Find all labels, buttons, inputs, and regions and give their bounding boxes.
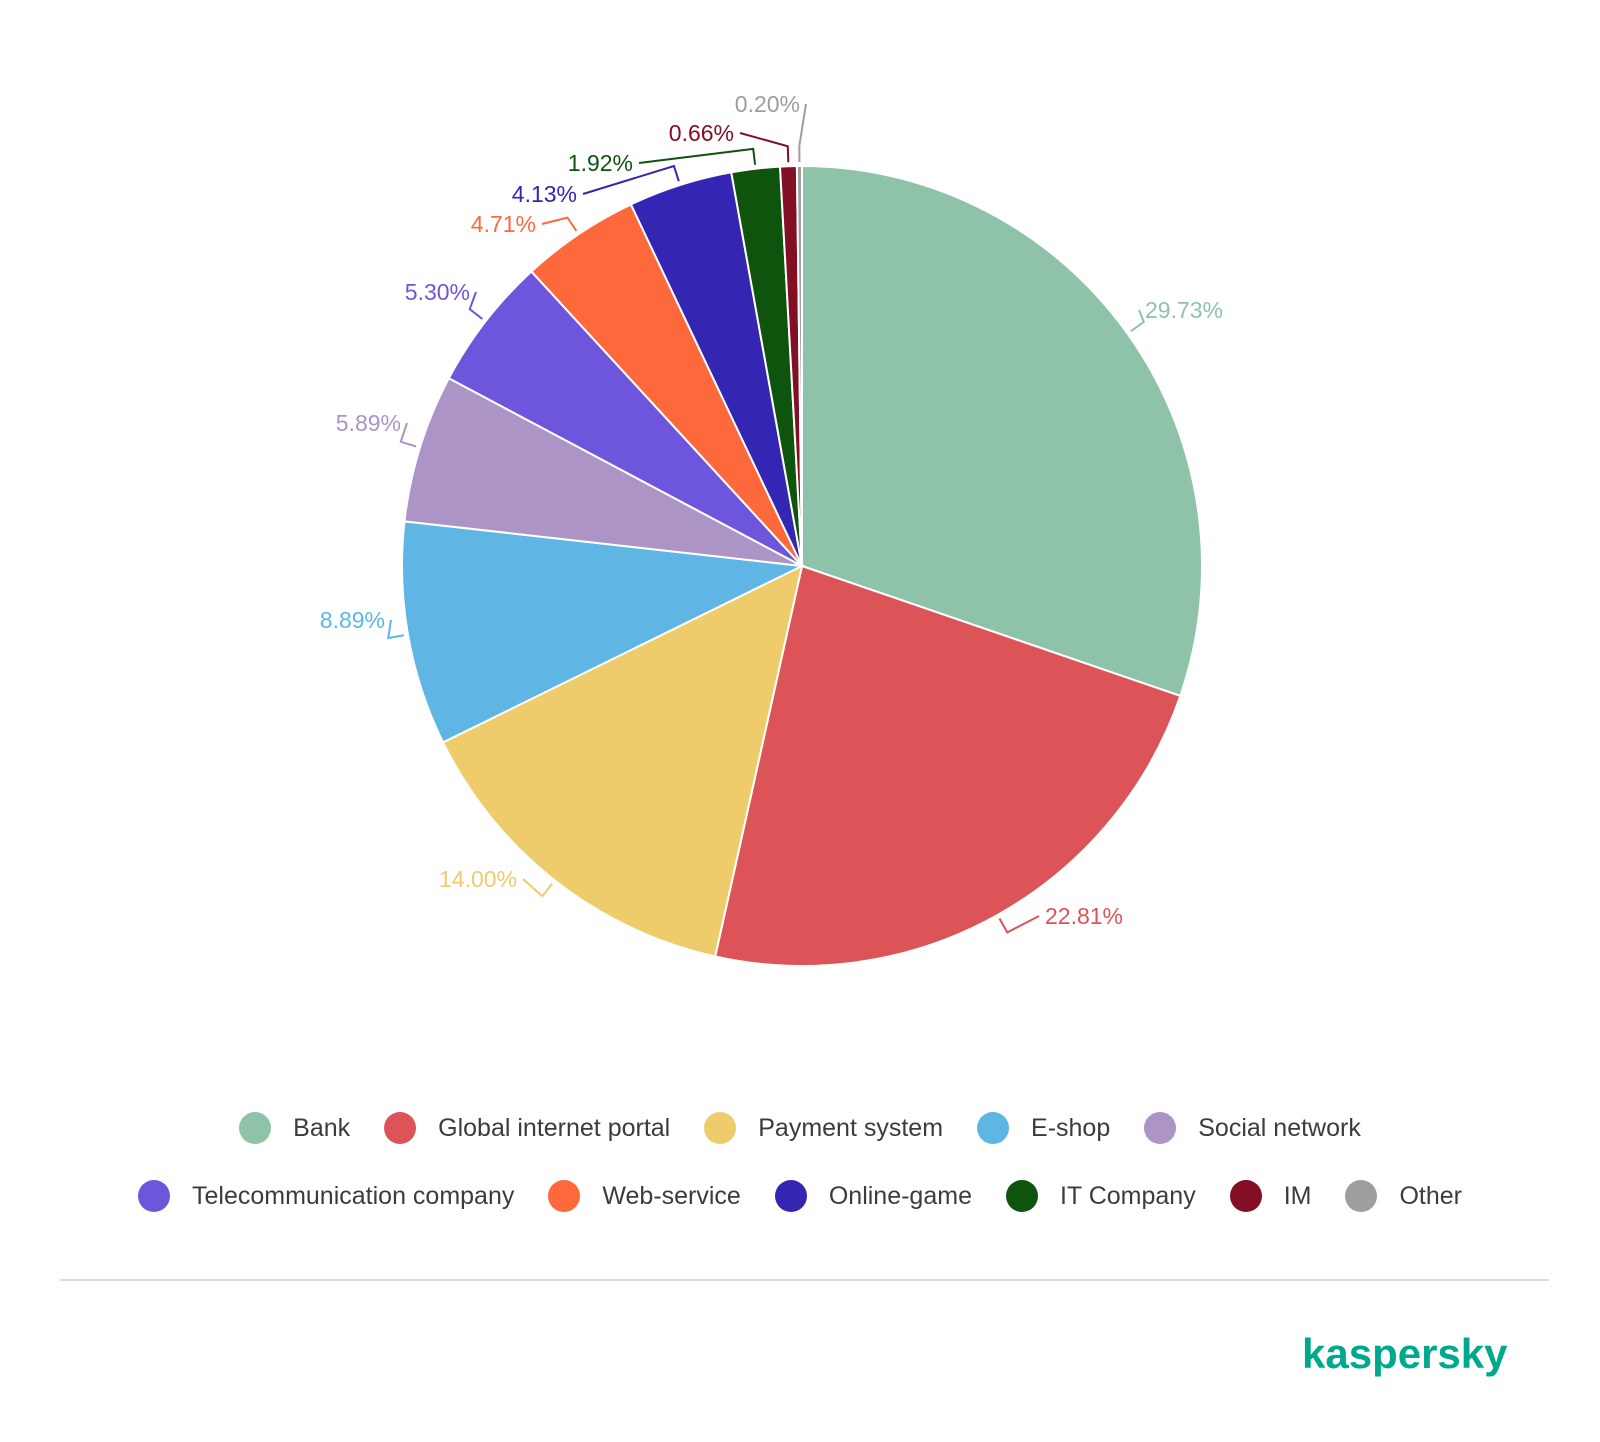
pie-slice-social-network [403,376,803,567]
legend-label: Other [1399,1181,1463,1210]
legend-item: Social network [1144,1112,1361,1144]
legend-label: Social network [1198,1113,1361,1142]
data-label: 8.89% [320,607,385,633]
legend-swatch [1345,1180,1378,1212]
leader-line [798,103,807,163]
pie-slice-other [795,164,803,567]
data-label: 4.13% [512,181,577,207]
leader-line [541,216,578,232]
legend-item: Online-game [774,1180,972,1212]
data-label: 5.89% [336,410,401,436]
legend-label: Telecommunication company [191,1181,515,1210]
legend-item: Telecommunication company [137,1180,515,1212]
pie-chart: 29.73% 22.81% 14.00% 8.89% 5.89% 5.30% 4.71% 4.… [320,91,1223,967]
leader-line [399,422,417,448]
leader-line [387,619,405,640]
legend-row-2: Telecommunication company Web-service Onli… [0,1180,1600,1212]
legend-item: E-shop [977,1112,1110,1144]
leader-line [1130,309,1146,333]
leader-line [582,164,680,195]
divider [60,1279,1549,1281]
legend-label: IM [1283,1181,1312,1210]
legend-label: Payment system [758,1113,944,1142]
legend-label: Global internet portal [438,1113,671,1142]
legend-label: Online-game [828,1181,972,1210]
legend-swatch [384,1112,417,1144]
legend-item: Global internet portal [384,1112,670,1144]
data-label: 0.20% [735,91,800,117]
label-leader-lines [387,103,1146,934]
legend-swatch [1229,1180,1262,1212]
legend-item: IT Company [1005,1180,1196,1212]
legend-swatch [977,1112,1010,1144]
data-label: 22.81% [1045,903,1123,929]
legend-label: Web-service [602,1181,741,1210]
data-labels: 29.73% 22.81% 14.00% 8.89% 5.89% 5.30% 4.71% 4.… [320,91,1223,929]
pie-slice-telecommunication-company [447,270,803,567]
leader-line [998,915,1040,934]
legend-label: IT Company [1059,1181,1196,1210]
data-label: 14.00% [439,866,517,892]
kaspersky-logo: kaspersky [1302,1330,1508,1377]
data-label: 4.71% [471,211,536,237]
pie-slice-bank [801,164,1203,698]
legend-swatch [548,1180,581,1212]
pie-slices [401,164,1203,967]
leader-line [468,291,483,320]
pie-slice-payment-system [441,564,804,958]
legend-swatch [774,1180,807,1212]
legend-label: E-shop [1031,1113,1111,1142]
legend-item: Web-service [548,1180,741,1212]
legend-label: Bank [293,1113,351,1142]
legend-item: Bank [239,1112,350,1144]
legend-swatch [1144,1112,1177,1144]
legend-swatch [1005,1180,1038,1212]
leader-line [638,147,757,165]
data-label: 1.92% [568,150,633,176]
legend-swatch [704,1112,737,1144]
legend-item: IM [1229,1180,1312,1212]
legend-swatch [239,1112,272,1144]
pie-slice-e-shop [401,520,806,744]
legend-row-1: Bank Global internet portal Payment system… [0,1112,1600,1144]
data-label: 5.30% [405,279,470,305]
pie-slice-global-internet-portal [714,564,1182,967]
legend-item: Other [1345,1180,1462,1212]
leader-line [522,878,554,898]
leader-line [739,132,790,163]
data-label: 29.73% [1145,297,1223,323]
legend-swatch [137,1180,170,1212]
data-label: 0.66% [669,120,734,146]
legend-item: Payment system [704,1112,943,1144]
